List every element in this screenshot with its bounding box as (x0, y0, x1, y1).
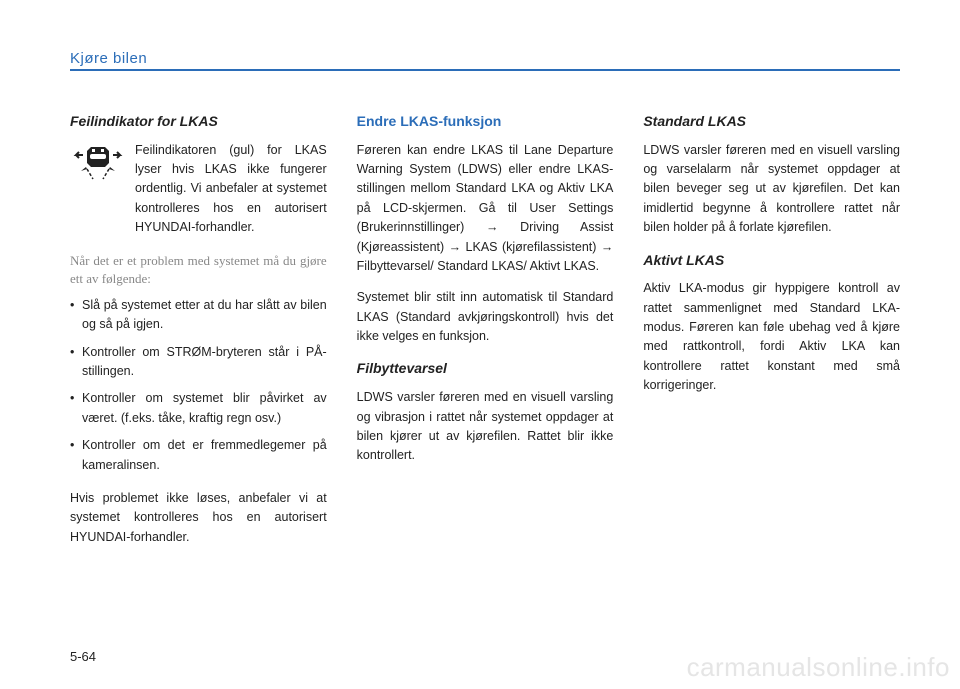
col2-subtitle: Filbyttevarsel (357, 358, 614, 380)
col3-title1: Standard LKAS (643, 111, 900, 133)
col3-p2: Aktiv LKA-modus gir hyppigere kontroll a… (643, 279, 900, 395)
list-item: Slå på systemet etter at du har slått av… (70, 296, 327, 335)
column-3: Standard LKAS LDWS varsler føreren med e… (643, 111, 900, 559)
col2-p3: LDWS varsler føreren med en visuell vars… (357, 388, 614, 466)
content-columns: Feilindikator for LKAS (70, 111, 900, 559)
section-header: Kjøre bilen (70, 50, 900, 67)
list-item: Kontroller om det er fremmedlegemer på k… (70, 436, 327, 475)
col2-title: Endre LKAS-funksjon (357, 111, 614, 133)
icon-description: Feilindikatoren (gul) for LKAS lyser hvi… (135, 141, 327, 238)
icon-text-block: Feilindikatoren (gul) for LKAS lyser hvi… (70, 141, 327, 238)
troubleshoot-list: Slå på systemet etter at du har slått av… (70, 296, 327, 475)
problem-subtitle: Når det er et problem med systemet må du… (70, 252, 327, 288)
list-item: Kontroller om STRØM-bryteren står i PÅ-s… (70, 343, 327, 382)
header-divider (70, 69, 900, 71)
page-number: 5-64 (70, 649, 96, 664)
col3-title2: Aktivt LKAS (643, 250, 900, 272)
col2-p2: Systemet blir stilt inn automatisk til S… (357, 288, 614, 346)
col3-p1: LDWS varsler føreren med en visuell vars… (643, 141, 900, 238)
column-1: Feilindikator for LKAS (70, 111, 327, 559)
closing-paragraph: Hvis problemet ikke løses, anbefaler vi … (70, 489, 327, 547)
lkas-warning-icon (70, 141, 125, 186)
list-item: Kontroller om systemet blir påvirket av … (70, 389, 327, 428)
col2-p1: Føreren kan endre LKAS til Lane Departur… (357, 141, 614, 277)
col1-title: Feilindikator for LKAS (70, 111, 327, 133)
column-2: Endre LKAS-funksjon Føreren kan endre LK… (357, 111, 614, 559)
